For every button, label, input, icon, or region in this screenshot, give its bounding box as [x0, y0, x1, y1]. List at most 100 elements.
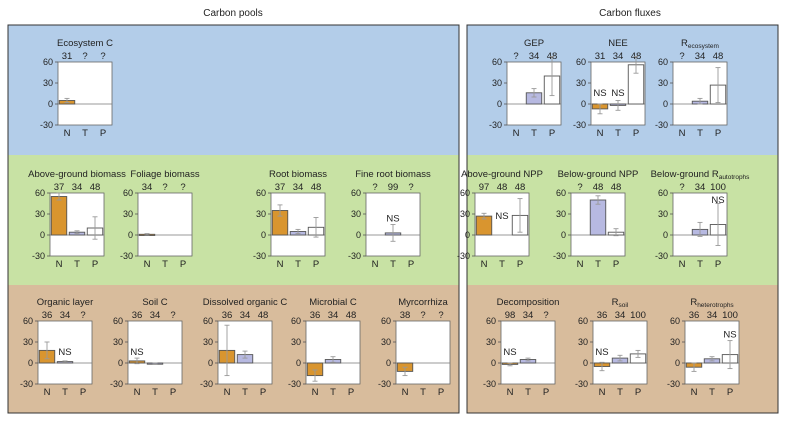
category-label-P: P	[715, 259, 721, 270]
category-label-P: P	[348, 387, 354, 398]
y-tick-label: 0	[356, 230, 361, 240]
category-label-N: N	[577, 259, 584, 270]
category-label-P: P	[92, 259, 98, 270]
panel-title: Fine root biomass	[355, 169, 431, 180]
y-tick-label: -30	[288, 379, 301, 389]
y-tick-label: 60	[43, 57, 53, 67]
sample-size-label: 34	[695, 51, 706, 62]
plot-area	[137, 192, 193, 257]
panel-9: Below-ground NPP -30 0 30 60? N 48 T 48 P	[553, 169, 638, 270]
panel-13: Dissolved organic C -30 0 30 60 36 N 34 T 48 P	[200, 297, 287, 398]
sample-size-label: ?	[420, 310, 425, 321]
y-tick-label: 0	[497, 99, 502, 109]
y-tick-label: 0	[48, 99, 53, 109]
category-label-N: N	[44, 387, 51, 398]
panel-title: Soil C	[142, 297, 167, 308]
category-label-T: T	[82, 128, 88, 139]
sample-size-label: 37	[275, 182, 286, 193]
sample-size-label: 48	[611, 182, 622, 193]
y-tick-label: 0	[386, 358, 391, 368]
y-tick-label: -30	[348, 251, 361, 261]
heading-carbon-pools: Carbon pools	[203, 8, 262, 19]
annotation-ns: NS	[130, 347, 143, 358]
fluxes-frame	[466, 24, 779, 414]
category-label-T: T	[74, 259, 80, 270]
category-label-N: N	[224, 387, 231, 398]
y-tick-label: 60	[291, 316, 301, 326]
category-label-N: N	[312, 387, 319, 398]
panel-title: Microbial C	[309, 297, 357, 308]
y-tick-label: 30	[113, 337, 123, 347]
y-tick-label: 30	[492, 78, 502, 88]
annotation-ns: NS	[593, 88, 606, 99]
category-label-T: T	[420, 387, 426, 398]
annotation-ns: NS	[711, 195, 724, 206]
annotation-ns: NS	[495, 211, 508, 222]
y-tick-label: 60	[576, 57, 586, 67]
category-label-P: P	[635, 387, 641, 398]
sample-size-label: 37	[54, 182, 65, 193]
category-label-N: N	[679, 128, 686, 139]
panel-10: Below-ground Rautotrophs-3003060?N34T100…	[651, 169, 751, 270]
sample-size-label: ?	[408, 182, 413, 193]
panel-16: Decomposition -30 0 30 60 98 N 34 T? P NS	[483, 297, 559, 398]
category-label-P: P	[549, 128, 555, 139]
category-label-T: T	[531, 128, 537, 139]
panel-title: Foliage biomass	[130, 169, 199, 180]
y-tick-label: 0	[561, 230, 566, 240]
sample-size-label: ?	[543, 310, 548, 321]
category-label-P: P	[517, 259, 523, 270]
sample-size-label: ?	[577, 182, 582, 193]
y-tick-label: -30	[573, 120, 586, 130]
panel-title: Below-ground NPP	[558, 169, 639, 180]
panel-title: GEP	[524, 38, 544, 49]
sample-size-label: 36	[310, 310, 321, 321]
category-label-P: P	[313, 259, 319, 270]
category-label-T: T	[595, 259, 601, 270]
panel-title: Organic layer	[37, 297, 94, 308]
y-tick-label: 0	[583, 358, 588, 368]
sample-size-label: 34	[529, 51, 540, 62]
y-tick-label: 0	[465, 230, 470, 240]
category-label-P: P	[543, 387, 549, 398]
sample-size-label: 48	[497, 182, 508, 193]
panel-title: Myrcorrhiza	[398, 297, 448, 308]
y-tick-label: 30	[203, 337, 213, 347]
y-tick-label: 0	[118, 358, 123, 368]
panel-4: Above-ground biomass -30 0 30 60 37 N 34 T 48 P	[28, 169, 126, 270]
sample-size-label: 99	[388, 182, 399, 193]
panel-5: Foliage biomass -30 0 30 60 34 N? T? P	[120, 169, 200, 270]
category-label-T: T	[242, 387, 248, 398]
y-tick-label: -30	[110, 379, 123, 389]
category-label-T: T	[499, 259, 505, 270]
panel-2: NEE-300306031N34T48PNSNS	[573, 38, 646, 139]
sample-size-label: 100	[630, 310, 646, 321]
sample-size-label: ?	[513, 51, 518, 62]
y-tick-label: -30	[200, 379, 213, 389]
panel-title: NEE	[608, 38, 628, 49]
bar-N	[50, 196, 68, 236]
category-label-P: P	[260, 387, 266, 398]
y-tick-label: 30	[351, 209, 361, 219]
sample-size-label: 34	[72, 182, 83, 193]
panel-title-subscript: autotrophs	[719, 174, 750, 181]
y-tick-label: 0	[208, 358, 213, 368]
plot-area	[500, 320, 556, 385]
category-label-T: T	[697, 259, 703, 270]
y-tick-label: 0	[491, 358, 496, 368]
category-label-T: T	[152, 387, 158, 398]
annotation-ns: NS	[611, 88, 624, 99]
panel-11: Organic layer -30 0 30 60 36 N 34 T? P NS	[20, 297, 93, 398]
category-label-T: T	[525, 387, 531, 398]
y-tick-label: 60	[670, 316, 680, 326]
sample-size-label: ?	[679, 51, 684, 62]
y-tick-label: 60	[492, 57, 502, 67]
heading-carbon-fluxes: Carbon fluxes	[599, 8, 661, 19]
y-tick-label: 30	[578, 337, 588, 347]
y-tick-label: 30	[256, 209, 266, 219]
y-tick-label: 30	[670, 337, 680, 347]
panel-6: Root biomass -30 0 30 60 37 N 34 T 48 P	[253, 169, 327, 270]
